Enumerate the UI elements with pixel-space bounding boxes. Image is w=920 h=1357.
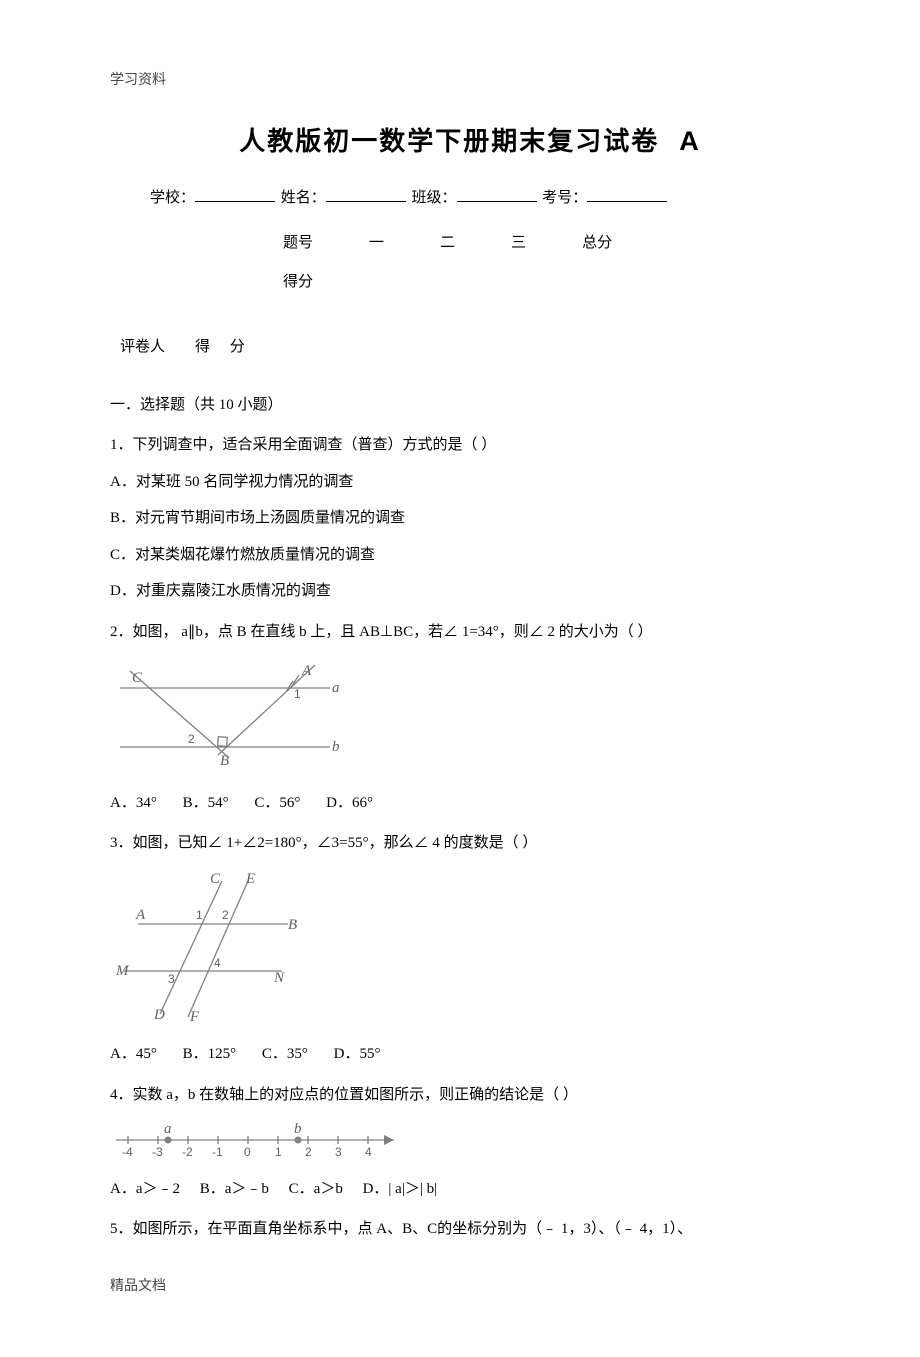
section-title: 一．选择题（共 10 小题） [110,394,830,417]
q1-option-c: C．对某类烟花爆竹燃放质量情况的调查 [110,544,830,567]
q5-stem: 5．如图所示，在平面直角坐标系中，点 A、B、C的坐标分别为（﹣ 1，3）、（﹣… [110,1218,830,1241]
svg-text:2: 2 [222,908,229,922]
q2-stem: 2．如图， a∥b，点 B 在直线 b 上，且 AB⊥BC，若∠ 1=34°，则… [110,621,830,644]
q3-stem: 3．如图，已知∠ 1+∠2=180°，∠3=55°，那么∠ 4 的度数是（ ） [110,832,830,855]
cell [412,263,483,302]
cell: 题号 [255,224,341,263]
svg-text:a: a [164,1121,172,1137]
meta-line: 学校： 姓名： 班级： 考号： [110,187,830,210]
svg-text:E: E [245,871,255,887]
q4-d: D．| a|＞| b| [363,1181,438,1197]
cell [554,263,640,302]
svg-text:a: a [332,680,340,696]
svg-text:3: 3 [335,1145,342,1159]
q2-d: D．66° [326,795,373,811]
q3-diagram: A B C E M N D F 1 2 3 4 [110,869,830,1032]
svg-text:F: F [189,1009,200,1024]
q2-b: B．54° [183,795,229,811]
document-footer: 精品文档 [110,1276,830,1297]
class-label: 班级： [412,190,457,206]
svg-text:1: 1 [275,1145,282,1159]
q2-c: C．56° [254,795,300,811]
cell: 三 [483,224,554,263]
svg-text:4: 4 [214,956,221,970]
svg-text:-2: -2 [182,1145,193,1159]
svg-text:0: 0 [244,1145,251,1159]
school-blank [195,187,275,202]
name-blank [326,187,406,202]
cell [483,263,554,302]
svg-text:C: C [210,871,221,887]
q4-b: B．a＞﹣b [200,1181,269,1197]
reviewer-row: 评卷人 得 分 [120,336,830,359]
question-3: 3．如图，已知∠ 1+∠2=180°，∠3=55°，那么∠ 4 的度数是（ ） … [110,832,830,1066]
svg-text:A: A [301,663,312,679]
svg-text:2: 2 [188,732,195,746]
document-header: 学习资料 [110,70,830,91]
svg-text:1: 1 [196,908,203,922]
svg-text:b: b [332,739,340,755]
cell: 总分 [554,224,640,263]
question-4: 4．实数 a，b 在数轴上的对应点的位置如图所示，则正确的结论是（ ） -4 -… [110,1084,830,1201]
examno-blank [587,187,667,202]
q2-options: A．34° B．54° C．56° D．66° [110,792,830,815]
q4-c: C．a＞b [289,1181,343,1197]
svg-text:4: 4 [365,1145,372,1159]
q4-a: A．a＞﹣2 [110,1181,180,1197]
q3-c: C．35° [262,1046,308,1062]
table-row: 得分 [255,263,640,302]
svg-text:-1: -1 [212,1145,223,1159]
examno-label: 考号： [542,190,587,206]
svg-text:C: C [132,670,143,686]
cell: 得分 [255,263,341,302]
q3-b: B．125° [183,1046,237,1062]
school-label: 学校： [150,190,195,206]
score-label: 得 分 [195,336,253,359]
q1-option-a: A．对某班 50 名同学视力情况的调查 [110,471,830,494]
score-table: 题号 一 二 三 总分 得分 [255,224,640,301]
cell: 一 [341,224,412,263]
svg-text:3: 3 [168,972,175,986]
q4-options: A．a＞﹣2 B．a＞﹣b C．a＞b D．| a|＞| b| [110,1178,830,1201]
svg-text:B: B [220,753,229,769]
title-main: 人教版初一数学下册期末复习试卷 [239,127,659,156]
q4-stem: 4．实数 a，b 在数轴上的对应点的位置如图所示，则正确的结论是（ ） [110,1084,830,1107]
q1-stem: 1．下列调查中，适合采用全面调查（普查）方式的是（ ） [110,434,830,457]
svg-text:N: N [273,970,285,986]
q2-diagram: C A a b B 1 2 [110,657,830,780]
svg-text:M: M [115,963,130,979]
q4-number-line: -4 -3 -2 -1 0 1 2 3 4 a b [110,1120,830,1168]
question-1: 1．下列调查中，适合采用全面调查（普查）方式的是（ ） A．对某班 50 名同学… [110,434,830,603]
cell [341,263,412,302]
q3-a: A．45° [110,1046,157,1062]
svg-text:-3: -3 [152,1145,163,1159]
q2-a: A．34° [110,795,157,811]
q3-d: D．55° [334,1046,381,1062]
svg-text:1: 1 [294,687,301,701]
svg-text:b: b [294,1121,302,1137]
q1-option-d: D．对重庆嘉陵江水质情况的调查 [110,580,830,603]
svg-text:A: A [135,907,146,923]
document-title: 人教版初一数学下册期末复习试卷 A [110,121,830,162]
svg-text:2: 2 [305,1145,312,1159]
title-suffix: A [679,126,701,156]
question-2: 2．如图， a∥b，点 B 在直线 b 上，且 AB⊥BC，若∠ 1=34°，则… [110,621,830,815]
svg-text:B: B [288,917,297,933]
q1-option-b: B．对元宵节期间市场上汤圆质量情况的调查 [110,507,830,530]
reviewer-label: 评卷人 [120,336,165,359]
cell: 二 [412,224,483,263]
q3-options: A．45° B．125° C．35° D．55° [110,1043,830,1066]
table-row: 题号 一 二 三 总分 [255,224,640,263]
class-blank [457,187,537,202]
svg-text:D: D [153,1007,165,1023]
name-label: 姓名： [281,190,326,206]
question-5: 5．如图所示，在平面直角坐标系中，点 A、B、C的坐标分别为（﹣ 1，3）、（﹣… [110,1218,830,1241]
svg-text:-4: -4 [122,1145,133,1159]
